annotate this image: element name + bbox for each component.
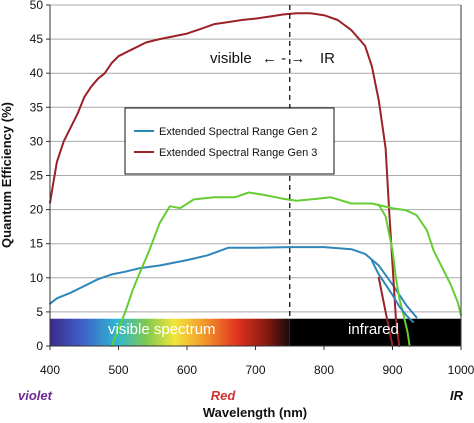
- infrared-band: [289, 318, 461, 346]
- x-tick-label-900: 900: [382, 363, 402, 377]
- y-tick-label-5: 5: [36, 305, 43, 319]
- series-gen3-line: [49, 12, 401, 347]
- tick-labels: 0 5 10 15 20 25 30 35 40 45 50 400 500 600 700 800 900 10…: [30, 0, 474, 377]
- x-tick-label-500: 500: [108, 363, 128, 377]
- y-tick-label-45: 45: [30, 32, 44, 46]
- range-label-red: Red: [211, 388, 237, 403]
- visible-spectrum-band: [50, 318, 290, 346]
- y-tick-label-20: 20: [30, 203, 44, 217]
- x-tick-label-400: 400: [40, 363, 60, 377]
- legend-label-gen3: Extended Spectral Range Gen 3: [159, 147, 317, 159]
- spectrum-band: [50, 318, 461, 346]
- x-tick-label-600: 600: [177, 363, 197, 377]
- series-tail-0: [377, 276, 394, 347]
- annotation-arrows: ← - →: [262, 50, 305, 67]
- x-axis-title: Wavelength (nm): [203, 405, 307, 420]
- x-tick-label-700: 700: [245, 363, 265, 377]
- legend: Extended Spectral Range Gen 2 Extended S…: [124, 107, 335, 175]
- legend-label-gen2: Extended Spectral Range Gen 2: [159, 126, 317, 138]
- y-tick-label-10: 10: [30, 271, 44, 285]
- y-axis-title: Quantum Efficiency (%): [0, 102, 14, 248]
- y-tick-label-35: 35: [30, 100, 44, 114]
- series-gen2-line: [49, 246, 418, 319]
- series-tail-2: [370, 259, 415, 324]
- band-label-infrared: infrared: [348, 321, 399, 338]
- y-tick-label-25: 25: [30, 169, 44, 183]
- annotation-visible-label: visible: [210, 50, 252, 67]
- series-lines: [49, 5, 462, 347]
- band-label-visible: visible spectrum: [108, 321, 216, 338]
- series-tail-1: [377, 203, 411, 347]
- series-green-line: [110, 191, 462, 347]
- x-tick-label-1000: 1000: [448, 363, 474, 377]
- y-tick-label-50: 50: [30, 0, 44, 12]
- legend-box: [124, 107, 335, 175]
- annotation-ir-label: IR: [320, 50, 335, 67]
- y-tick-label-0: 0: [36, 339, 43, 353]
- y-tick-label-15: 15: [30, 237, 44, 251]
- x-tick-label-800: 800: [314, 363, 334, 377]
- y-tick-label-30: 30: [30, 134, 44, 148]
- range-label-violet: violet: [18, 388, 53, 403]
- y-tick-label-40: 40: [30, 66, 44, 80]
- visible-ir-annotation: visible ← - → IR: [210, 50, 335, 67]
- range-label-ir: IR: [450, 388, 464, 403]
